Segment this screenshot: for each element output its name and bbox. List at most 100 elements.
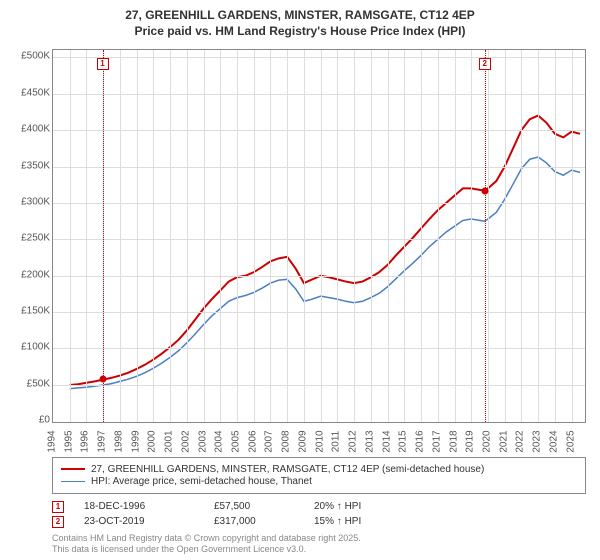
x-axis-label: 2021 [498, 430, 509, 452]
legend-item: HPI: Average price, semi-detached house,… [61, 476, 577, 487]
legend-label: 27, GREENHILL GARDENS, MINSTER, RAMSGATE… [91, 464, 484, 475]
sale-marker-line [103, 50, 104, 421]
x-axis-label: 2016 [415, 430, 426, 452]
y-axis-label: £450K [10, 87, 50, 98]
footer-line-1: Contains HM Land Registry data © Crown c… [52, 533, 586, 545]
y-axis-label: £300K [10, 196, 50, 207]
x-axis-label: 2003 [197, 430, 208, 452]
plot-area: 12 [52, 49, 586, 422]
gridline-vertical [371, 50, 372, 421]
gridline-vertical [204, 50, 205, 421]
x-axis-label: 1997 [97, 430, 108, 452]
x-axis-label: 2010 [314, 430, 325, 452]
x-axis-label: 1998 [113, 430, 124, 452]
gridline-vertical [86, 50, 87, 421]
gridline-vertical [404, 50, 405, 421]
sales-table: 118-DEC-1996£57,50020% ↑ HPI223-OCT-2019… [10, 498, 590, 531]
x-axis-label: 2015 [398, 430, 409, 452]
chart-area: 12 £0£50K£100K£150K£200K£250K£300K£350K£… [10, 45, 590, 450]
x-axis-label: 2001 [164, 430, 175, 452]
sale-marker-dot [99, 376, 106, 383]
gridline-vertical [488, 50, 489, 421]
legend-label: HPI: Average price, semi-detached house,… [91, 476, 312, 487]
sale-price: £317,000 [214, 516, 294, 527]
footer-attribution: Contains HM Land Registry data © Crown c… [52, 533, 586, 556]
y-axis-label: £150K [10, 306, 50, 317]
title-line-1: 27, GREENHILL GARDENS, MINSTER, RAMSGATE… [10, 8, 590, 24]
gridline-vertical [555, 50, 556, 421]
x-axis-label: 2009 [297, 430, 308, 452]
title-line-2: Price paid vs. HM Land Registry's House … [10, 24, 590, 40]
x-axis-label: 2013 [364, 430, 375, 452]
x-axis-label: 2023 [532, 430, 543, 452]
y-axis-label: £0 [10, 415, 50, 426]
sale-delta: 15% ↑ HPI [314, 516, 361, 527]
sale-row: 223-OCT-2019£317,00015% ↑ HPI [52, 516, 586, 528]
x-axis-label: 2007 [264, 430, 275, 452]
x-axis-label: 1999 [130, 430, 141, 452]
gridline-vertical [237, 50, 238, 421]
gridline-vertical [70, 50, 71, 421]
legend-swatch [61, 468, 85, 470]
gridline-vertical [388, 50, 389, 421]
x-axis-label: 2014 [381, 430, 392, 452]
x-axis-label: 2000 [147, 430, 158, 452]
gridline-vertical [321, 50, 322, 421]
gridline-vertical [187, 50, 188, 421]
x-axis-label: 1994 [47, 430, 58, 452]
gridline-vertical [455, 50, 456, 421]
sale-marker-box: 1 [97, 58, 109, 70]
x-axis-label: 2017 [431, 430, 442, 452]
series-line [70, 116, 580, 385]
sale-row: 1 18-DEC-1996 £57,500 20% ↑ HPI [52, 501, 586, 513]
gridline-vertical [220, 50, 221, 421]
gridline-vertical [170, 50, 171, 421]
chart-title: 27, GREENHILL GARDENS, MINSTER, RAMSGATE… [10, 8, 590, 39]
gridline-vertical [471, 50, 472, 421]
sale-marker-dot [481, 187, 488, 194]
gridline-vertical [421, 50, 422, 421]
gridline-vertical [120, 50, 121, 421]
sale-date: 18-DEC-1996 [84, 501, 194, 512]
gridline-vertical [287, 50, 288, 421]
gridline-vertical [254, 50, 255, 421]
legend-box: 27, GREENHILL GARDENS, MINSTER, RAMSGATE… [52, 457, 586, 494]
gridline-vertical [337, 50, 338, 421]
sale-delta: 20% ↑ HPI [314, 501, 361, 512]
x-axis-label: 2022 [515, 430, 526, 452]
y-axis-label: £350K [10, 160, 50, 171]
y-axis-label: £50K [10, 378, 50, 389]
x-axis-label: 2008 [281, 430, 292, 452]
sale-row-marker: 1 [52, 501, 64, 513]
gridline-vertical [538, 50, 539, 421]
gridline-vertical [438, 50, 439, 421]
x-axis-label: 2005 [231, 430, 242, 452]
x-axis-label: 2002 [180, 430, 191, 452]
x-axis-label: 2011 [331, 430, 342, 452]
gridline-vertical [270, 50, 271, 421]
x-axis-label: 1996 [80, 430, 91, 452]
sale-marker-line [485, 50, 486, 421]
x-axis-label: 2006 [247, 430, 258, 452]
x-axis-label: 2020 [481, 430, 492, 452]
gridline-vertical [354, 50, 355, 421]
x-axis-label: 2004 [214, 430, 225, 452]
sale-price: £57,500 [214, 501, 294, 512]
gridline-vertical [572, 50, 573, 421]
x-axis-label: 2025 [565, 430, 576, 452]
x-axis-label: 2012 [348, 430, 359, 452]
y-axis-label: £250K [10, 233, 50, 244]
gridline-vertical [505, 50, 506, 421]
footer-line-2: This data is licensed under the Open Gov… [52, 544, 586, 556]
series-line [70, 157, 580, 389]
gridline-vertical [137, 50, 138, 421]
x-axis-label: 2018 [448, 430, 459, 452]
gridline-vertical [304, 50, 305, 421]
y-axis-label: £400K [10, 124, 50, 135]
sale-marker-box: 2 [479, 58, 491, 70]
legend-swatch [61, 481, 85, 482]
sale-row-marker: 2 [52, 516, 64, 528]
chart-container: 27, GREENHILL GARDENS, MINSTER, RAMSGATE… [0, 0, 600, 560]
x-axis-label: 2019 [465, 430, 476, 452]
gridline-vertical [153, 50, 154, 421]
